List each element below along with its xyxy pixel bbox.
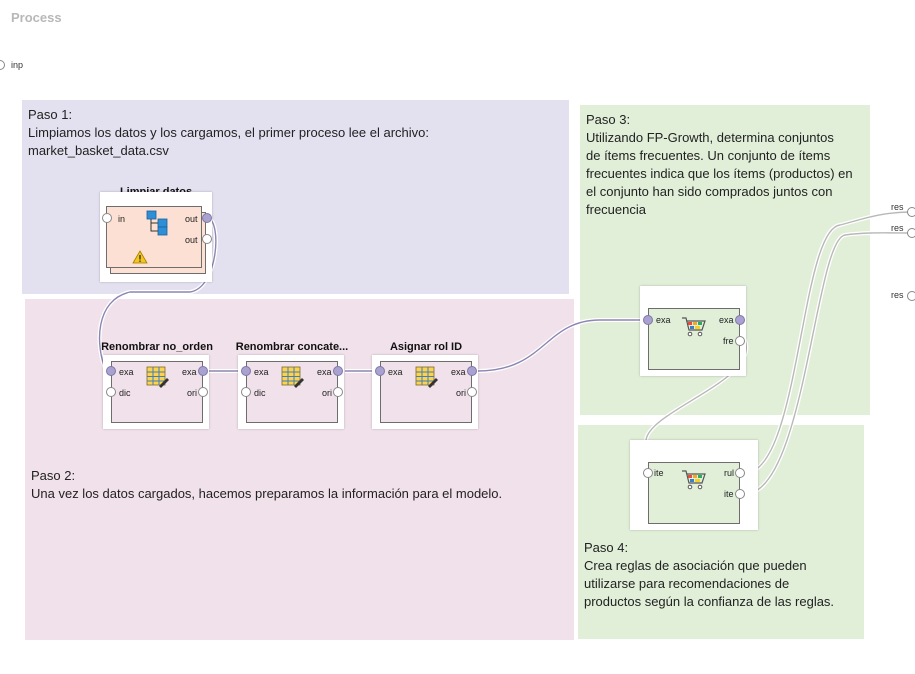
- operator-fp-growth[interactable]: FP-Growth exa exa fre: [640, 286, 746, 376]
- note-paso-3-text: Paso 3: Utilizando FP-Growth, determina …: [586, 112, 853, 217]
- renombrar2-exa-out-label: exa: [317, 367, 332, 377]
- asignar-ori-out-label: ori: [456, 388, 467, 398]
- assoc-ite-in-label: ite: [654, 468, 664, 478]
- result-port-label-1: res: [891, 202, 904, 212]
- renombrar1-dic-in-label: dic: [119, 388, 131, 398]
- renombrar2-dic-in-port[interactable]: [241, 387, 251, 397]
- operator-asignar-rol-id-name: Asignar rol ID: [389, 341, 463, 353]
- process-input-port-label: inp: [11, 60, 24, 70]
- warning-icon: [132, 250, 148, 264]
- limpiar-out-label-1: out: [185, 214, 198, 224]
- assoc-rul-out-port[interactable]: [735, 468, 745, 478]
- renombrar2-exa-in-port[interactable]: [241, 366, 251, 376]
- asignar-exa-in-port[interactable]: [375, 366, 385, 376]
- renombrar1-dic-in-port[interactable]: [106, 387, 116, 397]
- renombrar1-ori-out-label: ori: [187, 388, 198, 398]
- table-edit-icon: [146, 366, 169, 388]
- fpgrowth-exa-out-port[interactable]: [735, 315, 745, 325]
- fpgrowth-fre-out-port[interactable]: [735, 336, 745, 346]
- fpgrowth-exa-in-port[interactable]: [643, 315, 653, 325]
- renombrar2-ori-out-port[interactable]: [333, 387, 343, 397]
- note-paso-1-text: Paso 1: Limpiamos los datos y los cargam…: [28, 107, 430, 158]
- renombrar1-exa-in-port[interactable]: [106, 366, 116, 376]
- result-port-label-2: res: [891, 223, 904, 233]
- renombrar2-exa-in-label: exa: [254, 367, 269, 377]
- shopping-cart-icon: [682, 470, 706, 490]
- asignar-ori-out-port[interactable]: [467, 387, 477, 397]
- operator-asignar-rol-id[interactable]: Asignar rol ID exa exa ori: [372, 341, 478, 429]
- renombrar2-dic-in-label: dic: [254, 388, 266, 398]
- result-port-1[interactable]: [907, 207, 915, 217]
- operator-renombrar-no-orden[interactable]: Renombrar no_orden exa dic exa ori: [101, 341, 213, 429]
- operator-renombrar-no-orden-name: Renombrar no_orden: [101, 341, 213, 353]
- renombrar1-exa-out-label: exa: [182, 367, 197, 377]
- result-port-label-3: res: [891, 290, 904, 300]
- assoc-ite-out-label: ite: [724, 489, 734, 499]
- process-title: Process: [11, 10, 62, 25]
- operator-renombrar-concate-name: Renombrar concate...: [235, 341, 349, 353]
- table-edit-icon: [415, 366, 438, 388]
- shopping-cart-icon: [682, 317, 706, 337]
- subprocess-icon: [146, 210, 168, 236]
- renombrar1-exa-out-port[interactable]: [198, 366, 208, 376]
- operator-create-association[interactable]: Create Association ... ite rul ite: [630, 440, 758, 530]
- fpgrowth-exa-out-label: exa: [719, 315, 734, 325]
- limpiar-out-label-2: out: [185, 235, 198, 245]
- asignar-exa-out-label: exa: [451, 367, 466, 377]
- renombrar2-exa-out-port[interactable]: [333, 366, 343, 376]
- assoc-ite-out-port[interactable]: [735, 489, 745, 499]
- note-paso-4-text: Paso 4: Crea reglas de asociación que pu…: [584, 540, 835, 609]
- process-input-port[interactable]: [0, 60, 5, 70]
- asignar-exa-out-port[interactable]: [467, 366, 477, 376]
- limpiar-out-port-2[interactable]: [202, 234, 212, 244]
- result-port-2[interactable]: [907, 228, 915, 238]
- operator-limpiar-datos[interactable]: Limpiar datos in out out: [100, 186, 212, 282]
- renombrar1-exa-in-label: exa: [119, 367, 134, 377]
- fpgrowth-fre-out-label: fre: [723, 336, 734, 346]
- renombrar2-ori-out-label: ori: [322, 388, 333, 398]
- note-paso-2-text: Paso 2: Una vez los datos cargados, hace…: [31, 468, 503, 501]
- table-edit-icon: [281, 366, 304, 388]
- asignar-exa-in-label: exa: [388, 367, 403, 377]
- assoc-rul-out-label: rul: [724, 468, 735, 478]
- renombrar1-ori-out-port[interactable]: [198, 387, 208, 397]
- fpgrowth-exa-in-label: exa: [656, 315, 671, 325]
- result-port-3[interactable]: [907, 291, 915, 301]
- limpiar-in-port[interactable]: [102, 213, 112, 223]
- limpiar-out-port-1[interactable]: [202, 213, 212, 223]
- assoc-ite-in-port[interactable]: [643, 468, 653, 478]
- operator-renombrar-concate[interactable]: Renombrar concate... exa dic exa ori: [236, 341, 348, 429]
- limpiar-in-label: in: [118, 214, 126, 224]
